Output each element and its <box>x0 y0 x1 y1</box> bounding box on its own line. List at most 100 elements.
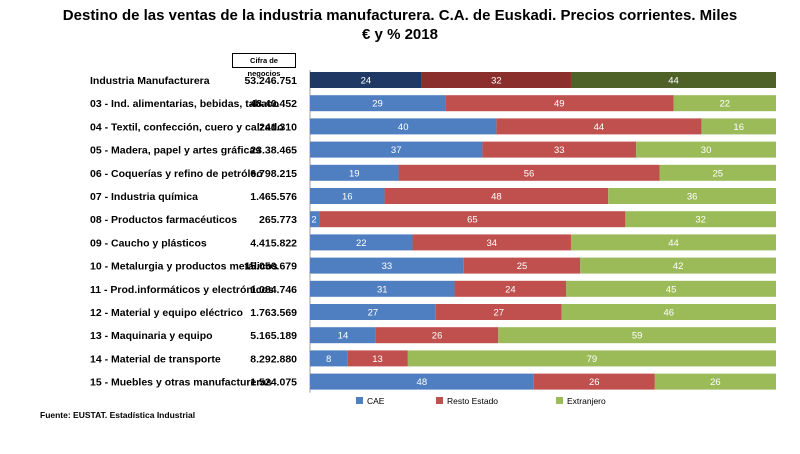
data-label: 33 <box>382 261 393 272</box>
data-label: 26 <box>710 377 721 388</box>
bar-segment-cae <box>310 280 455 297</box>
bar-segment-extranjero <box>673 95 776 112</box>
data-label: 42 <box>673 261 684 272</box>
data-label: 45 <box>666 284 677 295</box>
bar-segment-cae <box>310 188 385 204</box>
cifra-negocios-value: 1.524.075 <box>250 377 297 389</box>
data-label: 65 <box>467 215 478 226</box>
legend-swatch <box>436 397 443 404</box>
bar-segment-resto-estado <box>347 350 408 367</box>
bar-segment-cae <box>310 118 497 135</box>
data-label: 25 <box>712 168 723 179</box>
data-label: 26 <box>589 377 600 388</box>
data-label: 27 <box>368 308 379 319</box>
bar-segment-cae <box>310 141 483 158</box>
bar-segment-resto-estado <box>445 95 674 112</box>
labels-group: Industria Manufacturera 53.246.751 24 32 44 0… <box>90 75 744 389</box>
data-label: 30 <box>701 145 712 156</box>
category-label: 06 - Coquerías y refino de petróleo <box>90 168 263 180</box>
bar-segment-resto-estado <box>384 188 609 204</box>
bar-segment-cae <box>310 211 320 228</box>
bar-segment-extranjero <box>498 327 776 344</box>
bar-segment-resto-estado <box>421 72 571 88</box>
bar-segment-cae <box>310 304 436 320</box>
legend-label: CAE <box>367 396 385 406</box>
cifra-negocios-value: 265.773 <box>259 214 297 226</box>
data-label: 49 <box>554 99 565 110</box>
category-label: 15 - Muebles y otras manufactureras <box>90 377 272 389</box>
category-label: 03 - Ind. alimentarias, bebidas, tabaco <box>90 98 279 110</box>
bar-segment-resto-estado <box>412 234 571 251</box>
data-label: 44 <box>668 76 679 87</box>
bar-segment-extranjero <box>636 141 776 158</box>
bar-segment-resto-estado <box>463 257 581 274</box>
bar-segment-cae <box>310 95 446 112</box>
data-label: 24 <box>361 76 372 87</box>
bar-segment-cae <box>310 72 422 88</box>
data-label: 25 <box>517 261 528 272</box>
data-label: 34 <box>486 238 497 249</box>
data-label: 37 <box>391 145 402 156</box>
category-label: 11 - Prod.informáticos y electrónicos <box>90 284 274 296</box>
legend-label: Extranjero <box>567 396 606 406</box>
source-note: Fuente: EUSTAT. Estadística Industrial <box>40 410 196 420</box>
bar-segment-extranjero <box>654 373 776 390</box>
category-label: 05 - Madera, papel y artes gráficas <box>90 145 261 157</box>
category-label: 07 - Industria química <box>90 191 198 203</box>
legend-label: Resto Estado <box>447 396 498 406</box>
cifra-negocios-value: 53.246.751 <box>244 75 297 87</box>
category-label: 13 - Maquinaria y equipo <box>90 330 213 342</box>
cifra-negocios-value: 4.415.822 <box>250 237 297 249</box>
bar-segment-resto-estado <box>496 118 702 135</box>
data-label: 19 <box>349 168 360 179</box>
cifra-negocios-header: Cifra de negocios <box>232 53 296 78</box>
cifra-negocios-value: 1.465.576 <box>250 191 297 203</box>
legend-swatch <box>556 397 563 404</box>
data-label: 31 <box>377 284 388 295</box>
bar-segment-resto-estado <box>482 141 637 158</box>
cifra-negocios-value: 1.763.569 <box>250 307 297 319</box>
data-label: 26 <box>432 331 443 342</box>
bar-segment-resto-estado <box>398 164 660 181</box>
legend: CAE Resto Estado Extranjero <box>356 396 606 406</box>
legend-swatch <box>356 397 363 404</box>
bar-segment-cae <box>310 327 376 344</box>
data-label: 44 <box>668 238 679 249</box>
cifra-negocios-value: 23.38.465 <box>250 145 297 157</box>
bar-segment-resto-estado <box>533 373 655 390</box>
bar-segment-resto-estado <box>435 304 562 320</box>
cifra-negocios-value: 241.310 <box>259 121 297 133</box>
data-label: 2 <box>311 215 316 226</box>
bar-segment-cae <box>310 350 348 367</box>
category-label: 09 - Caucho y plásticos <box>90 237 207 249</box>
data-label: 48 <box>417 377 428 388</box>
bar-segment-cae <box>310 164 399 181</box>
cifra-negocios-value: 48.40.452 <box>250 98 297 110</box>
bar-segment-extranjero <box>570 234 776 251</box>
bar-segment-resto-estado <box>454 280 567 297</box>
cifra-negocios-value: 1.084.746 <box>250 284 297 296</box>
bar-segment-extranjero <box>570 72 776 88</box>
bar-segment-extranjero <box>566 280 776 297</box>
data-label: 16 <box>733 122 744 133</box>
bar-segment-extranjero <box>659 164 776 181</box>
data-label: 32 <box>695 215 706 226</box>
cifra-negocios-value: 8.292.880 <box>250 353 297 365</box>
bar-segment-cae <box>310 257 464 274</box>
data-label: 8 <box>326 354 331 365</box>
bar-segment-cae <box>310 373 534 390</box>
bar-segment-extranjero <box>608 188 776 204</box>
data-label: 22 <box>356 238 367 249</box>
data-label: 46 <box>664 308 675 319</box>
category-label: Industria Manufacturera <box>90 75 210 87</box>
bar-segment-extranjero <box>407 350 776 367</box>
data-label: 14 <box>338 331 349 342</box>
category-label: 10 - Metalurgia y productos metálicos <box>90 261 278 273</box>
category-label: 14 - Material de transporte <box>90 353 221 365</box>
data-label: 27 <box>493 308 504 319</box>
bar-segment-extranjero <box>625 211 776 228</box>
bar-segment-cae <box>310 234 413 251</box>
chart-title: Destino de las ventas de la industria ma… <box>62 7 738 43</box>
data-label: 13 <box>372 354 383 365</box>
